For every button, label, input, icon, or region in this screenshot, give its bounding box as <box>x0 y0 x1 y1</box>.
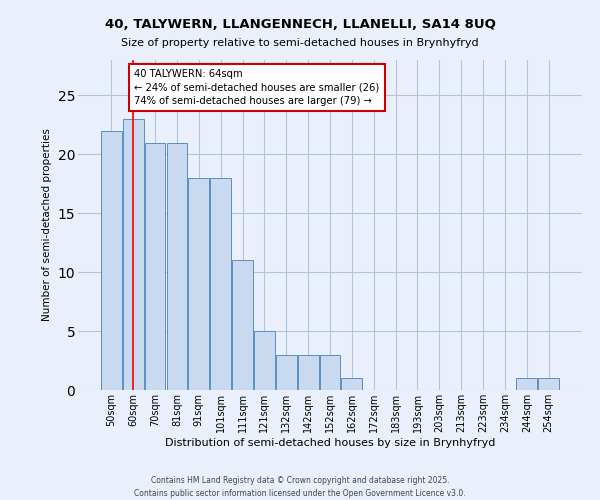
Bar <box>210 178 231 390</box>
Bar <box>341 378 362 390</box>
Bar <box>145 142 166 390</box>
Bar <box>254 331 275 390</box>
X-axis label: Distribution of semi-detached houses by size in Brynhyfryd: Distribution of semi-detached houses by … <box>165 438 495 448</box>
Bar <box>276 354 296 390</box>
Bar <box>298 354 319 390</box>
Text: Contains HM Land Registry data © Crown copyright and database right 2025.
Contai: Contains HM Land Registry data © Crown c… <box>134 476 466 498</box>
Text: Size of property relative to semi-detached houses in Brynhyfryd: Size of property relative to semi-detach… <box>121 38 479 48</box>
Bar <box>123 119 143 390</box>
Text: 40, TALYWERN, LLANGENNECH, LLANELLI, SA14 8UQ: 40, TALYWERN, LLANGENNECH, LLANELLI, SA1… <box>104 18 496 30</box>
Bar <box>538 378 559 390</box>
Bar <box>517 378 537 390</box>
Bar <box>167 142 187 390</box>
Y-axis label: Number of semi-detached properties: Number of semi-detached properties <box>42 128 52 322</box>
Bar <box>320 354 340 390</box>
Text: 40 TALYWERN: 64sqm
← 24% of semi-detached houses are smaller (26)
74% of semi-de: 40 TALYWERN: 64sqm ← 24% of semi-detache… <box>134 70 380 106</box>
Bar <box>232 260 253 390</box>
Bar <box>188 178 209 390</box>
Bar <box>101 130 122 390</box>
